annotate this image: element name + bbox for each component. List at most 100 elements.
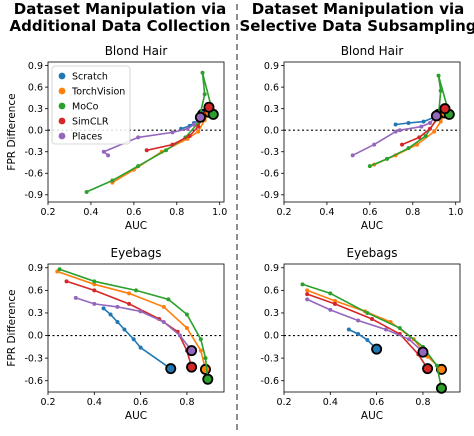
- y-tick-label: 0.3: [264, 308, 279, 319]
- data-point-simclr: [196, 124, 201, 129]
- column-title-right-line2: Selective Data Subsampling: [239, 17, 474, 35]
- data-point-places: [407, 337, 412, 342]
- panel-title: Eyebags: [347, 246, 398, 260]
- column-title-right-line1: Dataset Manipulation via: [252, 0, 464, 18]
- data-point-places: [138, 309, 143, 314]
- data-point-places: [397, 128, 402, 133]
- endpoint-marker-torchvision: [199, 363, 211, 375]
- y-tick-label: 0.6: [28, 286, 43, 297]
- series-line-simclr: [306, 293, 429, 370]
- x-tick-label: 0.2: [276, 397, 291, 408]
- endpoint-marker-places: [417, 346, 429, 358]
- legend-label: MoCo: [72, 101, 99, 112]
- data-point-torchvision: [438, 119, 443, 124]
- data-point-moco: [300, 282, 305, 287]
- data-point-moco: [328, 291, 333, 296]
- y-axis-label: FPR Difference: [6, 93, 18, 170]
- endpoint-marker-simclr: [439, 103, 451, 115]
- data-point-simclr: [305, 292, 310, 297]
- x-tick-label: 0.2: [276, 207, 291, 218]
- endpoint-marker-simclr: [186, 361, 198, 373]
- legend-marker-moco: [58, 102, 66, 110]
- plot-frame: [283, 263, 461, 393]
- data-point-moco: [367, 164, 372, 169]
- y-tick-label: 0.6: [264, 82, 279, 93]
- panels: Blond Hair 0.2 0.4 0.6 0.8 1.0 0.9 0.6 0.3 0.0 -0.…: [6, 44, 463, 422]
- data-point-moco: [134, 288, 138, 293]
- data-point-moco: [166, 297, 171, 302]
- y-tick-label: -0.6: [260, 376, 279, 387]
- data-point-moco: [436, 73, 441, 78]
- data-point-scratch: [365, 338, 370, 343]
- data-point-places: [185, 126, 190, 131]
- y-tick-label: -0.6: [260, 168, 279, 179]
- panel-1: Blond Hair 0.2 0.4 0.6 0.8 1.0 0.9 0.6 0.3 0.0 -0.…: [260, 44, 463, 232]
- endpoint-marker-moco: [435, 382, 447, 394]
- y-tick-label: 0.0: [264, 125, 279, 136]
- data-point-moco: [164, 148, 169, 153]
- data-point-moco: [397, 326, 402, 330]
- data-point-simclr: [144, 148, 149, 153]
- data-point-moco: [84, 189, 89, 194]
- legend-box: [51, 65, 131, 145]
- x-tick-label: 0.4: [83, 207, 98, 218]
- data-point-places: [427, 121, 432, 126]
- data-point-simclr: [127, 301, 132, 306]
- y-tick-label: 0.3: [28, 308, 43, 319]
- data-point-moco: [406, 146, 411, 151]
- data-point-moco: [92, 279, 97, 284]
- data-point-simclr: [187, 133, 192, 138]
- data-point-places: [106, 153, 111, 158]
- x-tick-label: 0.4: [323, 397, 338, 408]
- data-point-moco: [184, 312, 189, 317]
- column-title-left-line2: Additional Data Collection: [9, 17, 230, 35]
- x-tick-label: 0.4: [319, 207, 334, 218]
- data-point-places: [383, 327, 388, 332]
- data-point-scratch: [421, 119, 426, 124]
- series-line-moco: [59, 268, 209, 380]
- x-axis-label: AUC: [125, 410, 147, 422]
- endpoint-marker-simclr: [422, 363, 434, 375]
- y-tick-label: 0.6: [264, 286, 279, 297]
- data-point-scratch: [346, 327, 351, 332]
- legend-label: Places: [72, 131, 102, 142]
- data-point-torchvision: [184, 326, 189, 330]
- data-point-places: [191, 122, 196, 127]
- data-point-moco: [438, 88, 443, 93]
- data-point-moco: [365, 310, 370, 315]
- x-tick-label: 0.2: [40, 207, 55, 218]
- data-point-simclr: [400, 142, 405, 147]
- legend-label: SimCLR: [72, 116, 109, 127]
- data-point-torchvision: [198, 348, 203, 353]
- y-tick-label: 0.9: [264, 263, 279, 274]
- y-tick-label: 0.9: [28, 263, 43, 274]
- series-line-scratch: [348, 328, 378, 350]
- legend-label: Scratch: [72, 71, 108, 82]
- data-point-places: [372, 142, 377, 147]
- data-point-scratch: [406, 121, 411, 126]
- legend-marker-places: [58, 132, 66, 140]
- data-point-moco: [200, 70, 205, 75]
- endpoint-marker-scratch: [165, 363, 177, 375]
- data-point-scratch: [356, 332, 361, 337]
- x-axis-label: AUC: [125, 220, 147, 232]
- legend-marker-scratch: [58, 72, 66, 80]
- legend: Scratch TorchVision MoCo SimCLR Places: [51, 65, 131, 145]
- y-axis-label: FPR Difference: [6, 289, 18, 366]
- data-point-places: [161, 319, 166, 324]
- data-point-places: [350, 153, 355, 158]
- data-point-scratch: [131, 337, 136, 342]
- legend-marker-simclr: [58, 117, 66, 125]
- data-point-moco: [57, 267, 62, 272]
- y-tick-label: -0.3: [24, 147, 43, 158]
- data-point-moco: [202, 92, 207, 97]
- y-tick-label: -0.3: [24, 353, 43, 364]
- y-tick-label: 0.3: [28, 104, 43, 115]
- data-point-simclr: [417, 135, 422, 140]
- data-point-moco: [385, 156, 390, 161]
- column-title-left-line1: Dataset Manipulation via: [14, 0, 226, 18]
- y-tick-label: -0.3: [260, 147, 279, 158]
- data-point-torchvision: [92, 282, 97, 287]
- data-point-places: [356, 318, 361, 323]
- y-tick-label: -0.6: [24, 376, 43, 387]
